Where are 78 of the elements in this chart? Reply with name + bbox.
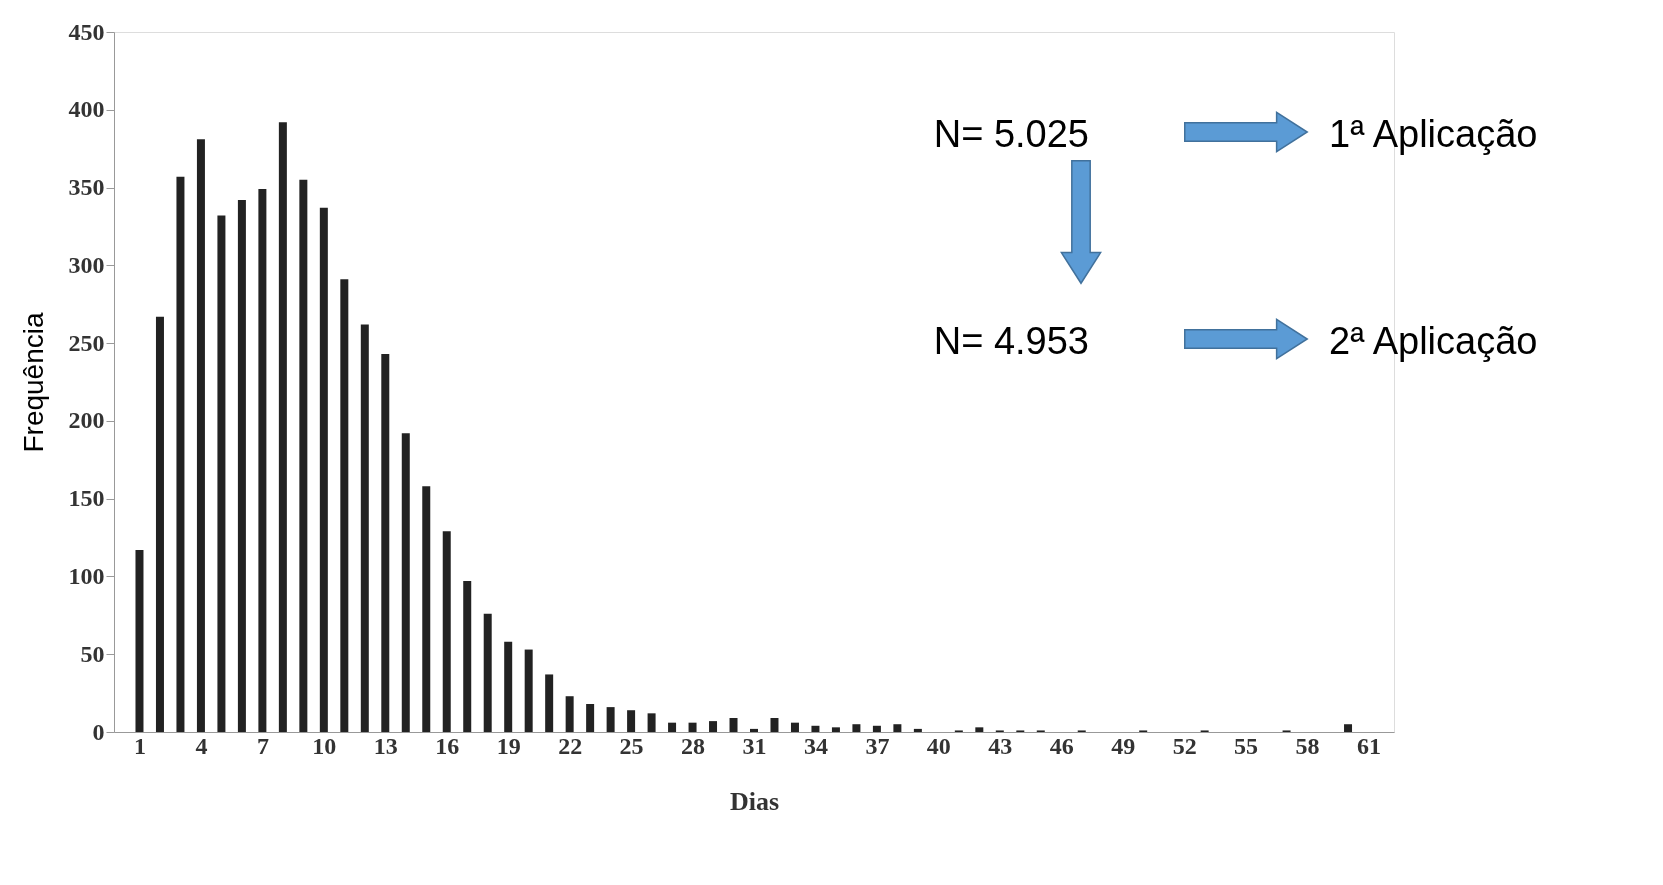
bar <box>442 531 451 732</box>
bar <box>237 200 246 732</box>
y-tick-label: 150 <box>68 485 105 512</box>
annotation: N= 4.953 <box>933 320 1089 362</box>
bar <box>176 176 185 732</box>
bar <box>975 727 984 732</box>
bar <box>319 207 328 732</box>
bar <box>135 550 144 732</box>
bar <box>770 718 779 732</box>
bar <box>811 725 820 732</box>
bar <box>688 722 697 732</box>
y-tick-label: 400 <box>68 96 105 123</box>
x-tick-label: 4 <box>195 732 208 759</box>
bar <box>196 139 205 732</box>
y-axis-title: Frequência <box>17 312 49 453</box>
x-tick-label: 13 <box>373 732 398 759</box>
bar <box>668 722 677 732</box>
bar <box>422 486 431 732</box>
bar <box>893 724 902 732</box>
x-tick-label: 46 <box>1049 732 1074 759</box>
bar <box>401 433 410 732</box>
bar <box>299 179 308 732</box>
x-axis-title: Dias <box>729 786 780 816</box>
bar <box>545 674 554 732</box>
x-tick-label: 19 <box>496 732 521 759</box>
x-tick-label: 55 <box>1234 732 1259 759</box>
x-tick-label: 28 <box>681 732 706 759</box>
annotation: N= 5.025 <box>933 113 1089 155</box>
bar <box>872 725 881 732</box>
annotation: 1ª Aplicação <box>1329 113 1538 155</box>
x-tick-label: 7 <box>256 732 269 759</box>
bar <box>504 641 513 732</box>
x-tick-label: 49 <box>1111 732 1136 759</box>
bar <box>463 581 472 732</box>
y-tick-label: 0 <box>92 718 105 745</box>
y-tick-label: 200 <box>68 407 105 434</box>
bar <box>565 696 574 732</box>
bar <box>278 122 287 732</box>
x-tick-label: 22 <box>558 732 583 759</box>
bar <box>790 722 799 732</box>
y-tick-label: 300 <box>68 251 105 278</box>
bar <box>483 613 492 732</box>
x-tick-label: 34 <box>803 732 828 759</box>
bar <box>913 728 922 732</box>
y-tick-label: 50 <box>80 640 105 667</box>
bar <box>524 649 533 732</box>
annotation: 2ª Aplicação <box>1329 320 1538 362</box>
bar <box>852 724 861 732</box>
bar <box>586 704 595 732</box>
y-tick-label: 250 <box>68 329 105 356</box>
x-tick-label: 1 <box>133 732 146 759</box>
x-tick-label: 52 <box>1172 732 1197 759</box>
x-tick-label: 16 <box>435 732 460 759</box>
bar <box>729 718 738 732</box>
x-tick-label: 31 <box>742 732 767 759</box>
x-tick-label: 10 <box>312 732 337 759</box>
bar <box>709 721 718 732</box>
x-tick-label: 58 <box>1295 732 1320 759</box>
y-tick-label: 100 <box>68 562 105 589</box>
bar <box>360 324 369 732</box>
bar <box>750 728 758 732</box>
bar <box>647 713 656 732</box>
bar <box>155 316 164 732</box>
x-tick-label: 61 <box>1357 732 1382 759</box>
x-tick-label: 40 <box>926 732 951 759</box>
bar <box>340 279 349 732</box>
bar <box>217 215 226 732</box>
bar <box>258 189 267 732</box>
y-tick-label: 350 <box>68 174 105 201</box>
bar <box>381 354 390 732</box>
bar <box>831 727 840 732</box>
bar <box>627 710 636 732</box>
y-tick-label: 450 <box>68 18 105 45</box>
x-tick-label: 43 <box>988 732 1013 759</box>
bar <box>1344 724 1353 732</box>
bar <box>606 707 615 732</box>
x-tick-label: 37 <box>865 732 890 759</box>
x-tick-label: 25 <box>619 732 644 759</box>
